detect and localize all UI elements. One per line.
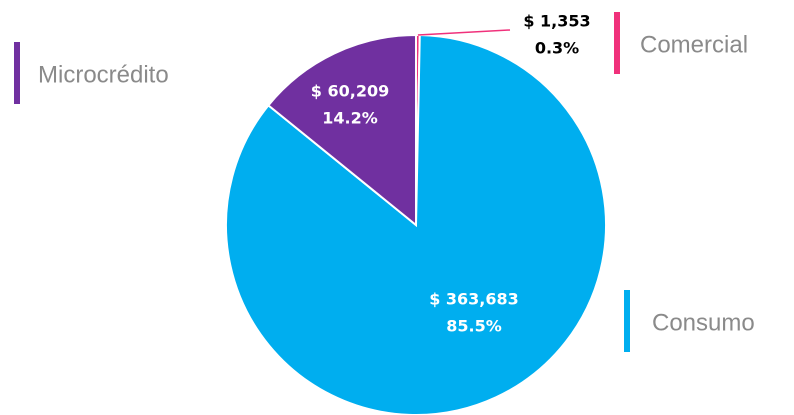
legend-label: Consumo [652,309,755,336]
legend-swatch [614,12,620,74]
legend-swatch [14,42,20,104]
data-label: $ 1,353 [523,12,590,31]
legend-label: Microcrédito [38,61,169,88]
percent-label: 0.3% [535,39,579,58]
data-label: $ 60,209 [311,82,389,101]
pie-slice [266,33,417,228]
leader-line [417,29,511,36]
percent-label: 14.2% [322,109,378,128]
legend-swatch [624,290,630,352]
percent-label: 85.5% [446,317,502,336]
data-label: $ 363,683 [429,290,519,309]
legend-label: Comercial [640,31,748,58]
